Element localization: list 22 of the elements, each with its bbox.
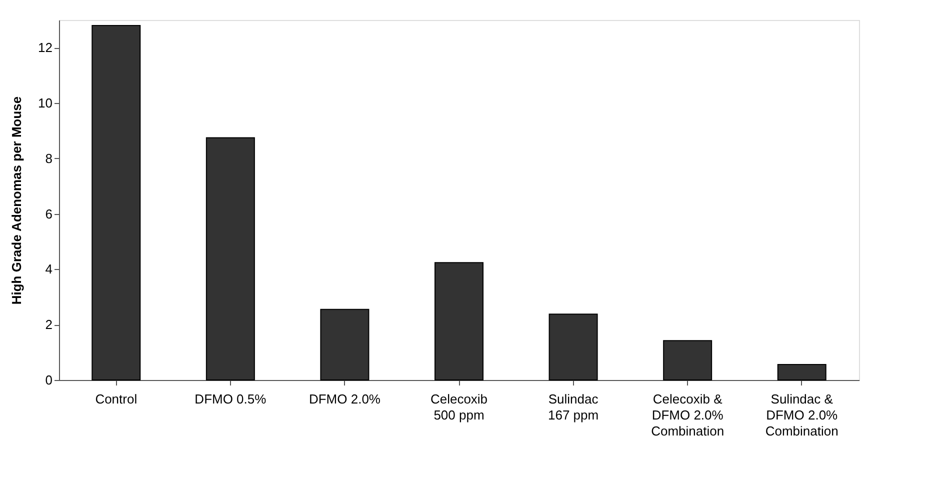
x-tick-label: DFMO 0.5%: [194, 392, 267, 406]
bar: [548, 314, 598, 380]
bar: [777, 364, 826, 380]
bar: [206, 137, 255, 380]
y-tick-label: 4: [45, 262, 52, 277]
bar: [663, 340, 712, 380]
bar: [92, 25, 141, 380]
x-tick-label: Celecoxib 500 ppm: [430, 392, 488, 422]
y-tick-label: 6: [45, 206, 52, 222]
y-tick-label: 0: [45, 372, 52, 388]
x-tick-label: Celecoxib & DFMO 2.0% Combination: [651, 392, 724, 438]
y-tick-label: 12: [38, 40, 52, 56]
bar: [434, 262, 484, 380]
y-tick-label: 2: [45, 317, 52, 332]
y-tick-label: 8: [45, 150, 52, 166]
x-tick-label: DFMO 2.0%: [308, 392, 381, 406]
bar: [320, 308, 370, 380]
x-tick-label: Sulindac & DFMO 2.0% Combination: [765, 392, 838, 438]
x-tick-label: Sulindac 167 ppm: [548, 392, 599, 422]
y-tick-label: 10: [38, 96, 52, 111]
x-tick-label: Control: [95, 392, 138, 406]
y-axis-title: High Grade Adenomas per Mouse: [9, 96, 24, 305]
